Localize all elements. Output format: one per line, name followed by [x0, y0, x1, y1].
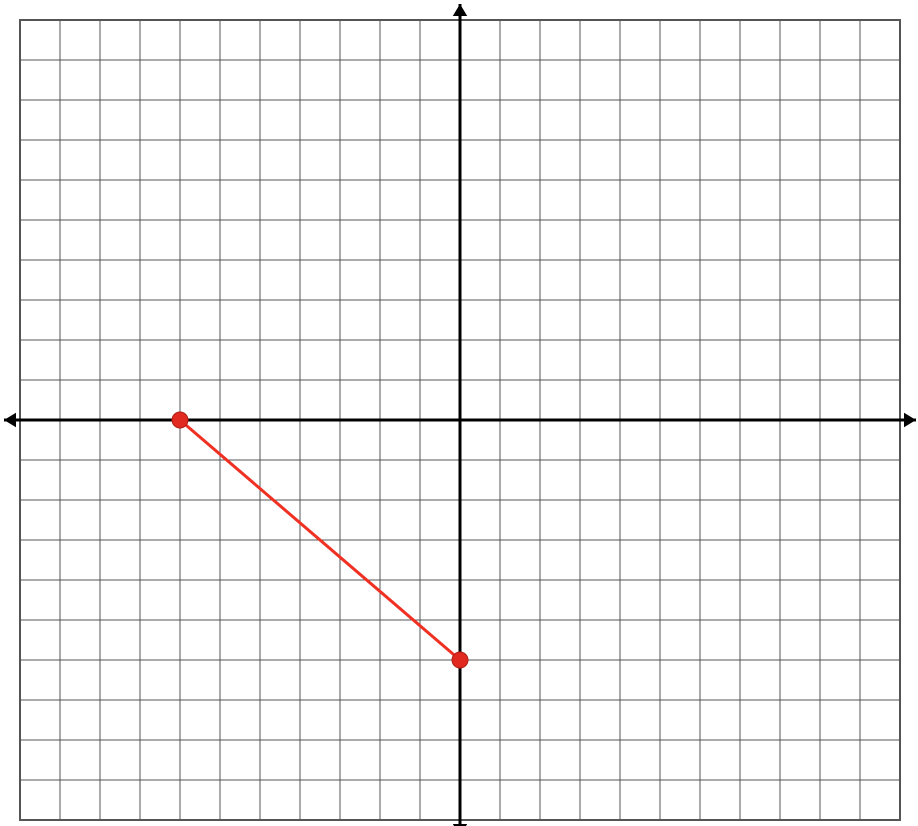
endpoint-1 [452, 652, 468, 668]
endpoint-0 [172, 412, 188, 428]
chart-svg [0, 0, 918, 826]
coordinate-plane-chart [0, 0, 918, 826]
